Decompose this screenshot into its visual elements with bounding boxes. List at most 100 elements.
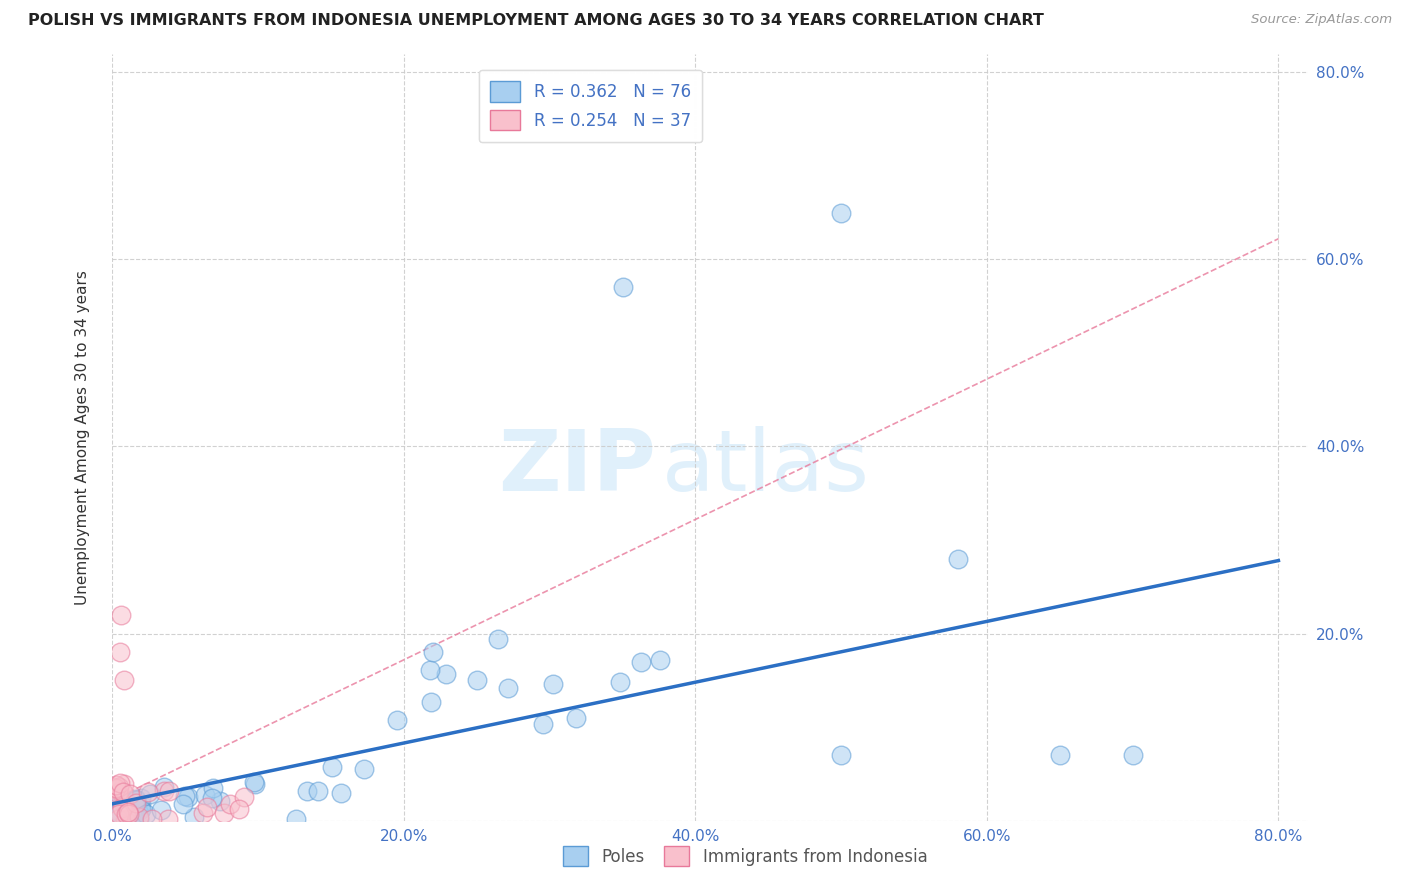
Point [125, 797, 148, 811]
Point [104, 808, 127, 822]
Point [419, 663, 441, 677]
Point [609, 674, 631, 689]
Point [110, 607, 132, 622]
Point [107, 812, 129, 826]
Point [127, 805, 149, 819]
Point [117, 806, 139, 821]
Legend: R = 0.362   N = 76, R = 0.254   N = 37: R = 0.362 N = 76, R = 0.254 N = 37 [478, 70, 703, 142]
Point [118, 787, 141, 801]
Point [122, 807, 145, 822]
Point [107, 780, 129, 795]
Point [107, 805, 129, 819]
Point [139, 787, 162, 801]
Point [243, 777, 266, 791]
Point [105, 781, 128, 796]
Point [131, 791, 153, 805]
Point [212, 805, 235, 820]
Point [121, 807, 143, 822]
Point [195, 800, 218, 814]
Point [135, 807, 157, 822]
Point [104, 780, 127, 795]
Point [149, 804, 172, 818]
Point [141, 812, 163, 826]
Point [121, 810, 143, 824]
Point [122, 793, 145, 807]
Point [105, 791, 128, 805]
Point [108, 776, 131, 790]
Point [612, 280, 634, 294]
Point [218, 797, 240, 812]
Point [128, 810, 150, 824]
Point [419, 695, 441, 709]
Point [172, 797, 194, 811]
Point [321, 760, 343, 774]
Point [830, 748, 852, 763]
Point [114, 813, 136, 827]
Point [434, 667, 457, 681]
Point [105, 778, 128, 792]
Point [543, 676, 565, 690]
Point [174, 789, 197, 803]
Point [830, 205, 852, 219]
Point [118, 807, 141, 822]
Point [108, 807, 131, 822]
Point [650, 653, 672, 667]
Point [353, 762, 375, 776]
Point [121, 807, 143, 822]
Point [202, 781, 225, 796]
Text: Source: ZipAtlas.com: Source: ZipAtlas.com [1251, 13, 1392, 27]
Point [128, 812, 150, 826]
Point [1122, 748, 1144, 763]
Point [110, 801, 132, 815]
Point [946, 551, 969, 566]
Point [156, 813, 179, 827]
Point [108, 645, 131, 659]
Point [228, 802, 250, 816]
Point [176, 789, 198, 804]
Point [104, 794, 127, 808]
Point [385, 714, 408, 728]
Point [285, 812, 308, 826]
Point [125, 792, 148, 806]
Point [121, 801, 143, 815]
Point [129, 801, 152, 815]
Point [233, 789, 256, 804]
Point [183, 809, 205, 823]
Point [307, 784, 329, 798]
Point [103, 780, 125, 794]
Point [124, 795, 146, 809]
Point [129, 801, 152, 815]
Point [136, 785, 159, 799]
Point [118, 801, 141, 815]
Text: POLISH VS IMMIGRANTS FROM INDONESIA UNEMPLOYMENT AMONG AGES 30 TO 34 YEARS CORRE: POLISH VS IMMIGRANTS FROM INDONESIA UNEM… [28, 13, 1045, 29]
Legend: Poles, Immigrants from Indonesia: Poles, Immigrants from Indonesia [554, 838, 936, 875]
Point [208, 794, 231, 808]
Point [193, 805, 215, 820]
Point [157, 783, 180, 797]
Point [531, 717, 554, 731]
Point [128, 800, 150, 814]
Text: atlas: atlas [662, 426, 870, 509]
Point [496, 681, 519, 696]
Point [107, 786, 129, 800]
Point [112, 798, 135, 813]
Point [112, 776, 135, 790]
Point [201, 791, 224, 805]
Point [194, 788, 217, 802]
Point [125, 792, 148, 806]
Point [115, 795, 138, 809]
Point [295, 784, 318, 798]
Point [121, 805, 143, 819]
Point [117, 805, 139, 819]
Point [108, 793, 131, 807]
Point [422, 645, 444, 659]
Point [125, 796, 148, 810]
Point [111, 790, 134, 805]
Point [111, 796, 134, 810]
Point [124, 807, 146, 822]
Point [115, 803, 138, 817]
Point [465, 673, 488, 688]
Point [111, 799, 134, 814]
Point [114, 806, 136, 821]
Point [488, 632, 510, 646]
